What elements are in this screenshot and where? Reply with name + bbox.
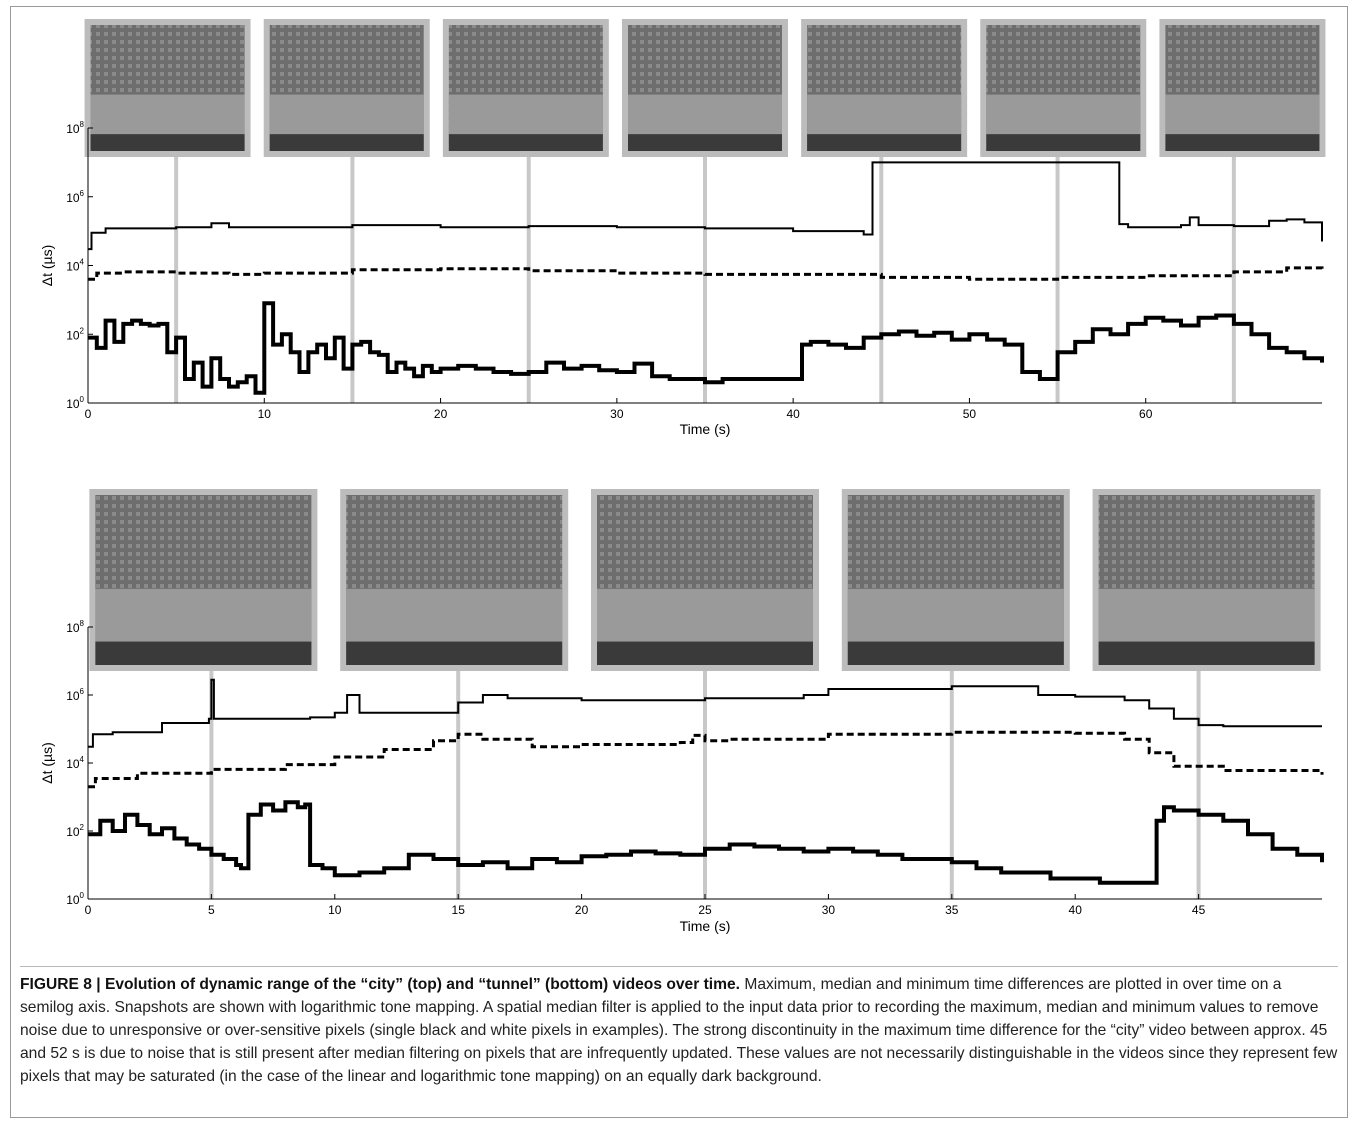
snapshot-dashboard — [628, 134, 782, 151]
snapshot-road — [269, 94, 424, 135]
x-tick-label: 40 — [786, 407, 800, 421]
series-line-dashed — [88, 266, 1324, 281]
y-tick-label: 104 — [66, 755, 84, 771]
y-axis-label: Δt (µs) — [39, 245, 55, 287]
x-tick-label: 5 — [208, 903, 215, 917]
caption-label: FIGURE 8 | Evolution of dynamic range of… — [20, 976, 740, 993]
series-line-solid-thick — [88, 301, 1324, 395]
y-tick-label: 106 — [66, 687, 84, 703]
snapshot-dashboard — [90, 134, 245, 151]
y-tick-label: 108 — [66, 120, 84, 136]
snapshot-dashboard — [986, 134, 1141, 151]
y-tick-label: 104 — [66, 258, 84, 274]
x-tick-label: 0 — [85, 407, 92, 421]
x-tick-label: 20 — [575, 903, 589, 917]
snapshot-road — [1098, 588, 1315, 642]
y-tick-label: 102 — [66, 326, 84, 342]
caption-text: Maximum, median and minimum time differe… — [20, 976, 1338, 1085]
x-tick-label: 10 — [258, 407, 272, 421]
snapshot-dashboard — [1098, 641, 1315, 665]
snapshot-dashboard — [448, 134, 603, 151]
x-tick-label: 45 — [1192, 903, 1206, 917]
x-axis-label: Time (s) — [680, 918, 731, 934]
y-tick-label: 100 — [66, 395, 84, 411]
x-tick-label: 15 — [452, 903, 466, 917]
y-tick-label: 102 — [66, 823, 84, 839]
y-tick-label: 100 — [66, 891, 84, 907]
snapshot-dashboard — [346, 641, 563, 665]
snapshot-road — [1165, 94, 1320, 135]
x-tick-label: 35 — [945, 903, 959, 917]
series-line-solid-thick — [88, 800, 1324, 885]
x-tick-label: 30 — [822, 903, 836, 917]
x-tick-label: 0 — [85, 903, 92, 917]
series-line-solid-thin — [88, 678, 1322, 748]
snapshot-road — [847, 588, 1064, 642]
snapshot-dashboard — [597, 641, 813, 665]
city-chart: 0 10 20 30 40 50 60 100 102 104 106 108 Time (s) Δt (… — [39, 19, 1326, 437]
x-tick-label: 30 — [610, 407, 624, 421]
snapshot-road — [448, 94, 603, 135]
y-tick-label: 108 — [66, 619, 84, 635]
snapshot-road — [807, 94, 962, 135]
snapshot-dashboard — [95, 641, 312, 665]
x-tick-label: 25 — [698, 903, 712, 917]
snapshot-road — [95, 588, 312, 642]
x-tick-label: 20 — [434, 407, 448, 421]
x-tick-label: 40 — [1069, 903, 1083, 917]
snapshot-road — [346, 588, 563, 642]
y-axis-label: Δt (µs) — [39, 742, 55, 784]
figure-frame — [10, 6, 1348, 1118]
snapshot-road — [628, 94, 782, 135]
y-tick-label: 106 — [66, 189, 84, 205]
snapshot-road — [90, 94, 245, 135]
x-tick-label: 60 — [1139, 407, 1153, 421]
figure-caption: FIGURE 8 | Evolution of dynamic range of… — [20, 966, 1338, 1088]
x-tick-label: 50 — [963, 407, 977, 421]
snapshot-dashboard — [1165, 134, 1320, 151]
snapshot-road — [986, 94, 1141, 135]
snapshot-dashboard — [807, 134, 962, 151]
snapshot-dashboard — [847, 641, 1064, 665]
series-line-solid-thin — [88, 161, 1323, 251]
x-axis-label: Time (s) — [680, 421, 731, 437]
x-tick-label: 10 — [328, 903, 342, 917]
snapshot-dashboard — [269, 134, 424, 151]
tunnel-chart: 0 5 10 15 20 25 30 35 40 45 100 102 104 106 108 Time (s… — [39, 489, 1324, 934]
snapshot-road — [597, 588, 813, 642]
